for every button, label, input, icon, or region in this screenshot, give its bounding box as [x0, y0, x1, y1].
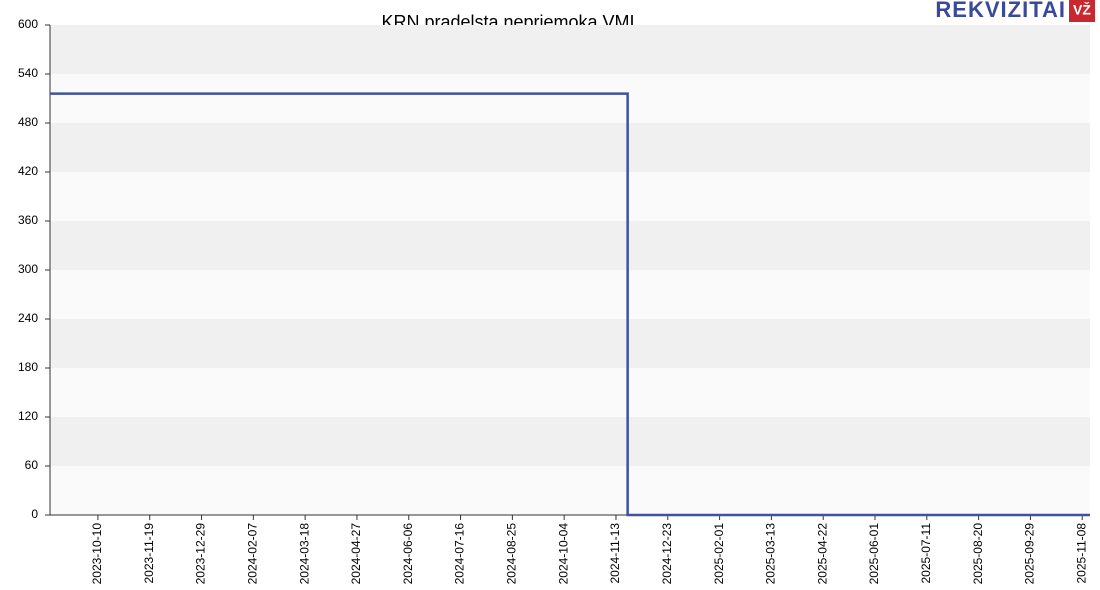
x-tick-label: 2023-11-19 [142, 523, 156, 584]
logo-badge: VŽ [1073, 1, 1091, 18]
x-tick-label: 2024-11-13 [608, 523, 622, 584]
y-tick-label: 240 [18, 311, 38, 325]
y-tick-label: 0 [31, 507, 38, 521]
x-tick-label: 2025-07-11 [919, 523, 933, 584]
grid-band [50, 319, 1090, 368]
y-tick-label: 180 [18, 360, 38, 374]
x-tick-label: 2025-02-01 [712, 523, 726, 585]
grid-band [50, 172, 1090, 221]
x-tick-label: 2024-04-27 [349, 523, 363, 585]
x-tick-label: 2025-08-20 [971, 523, 985, 585]
x-tick-label: 2025-03-13 [764, 523, 778, 585]
y-tick-label: 60 [25, 458, 39, 472]
x-tick-label: 2024-03-18 [297, 523, 311, 585]
grid-band [50, 270, 1090, 319]
x-tick-label: 2025-06-01 [867, 523, 881, 585]
x-tick-label: 2024-12-23 [660, 523, 674, 585]
x-tick-label: 2024-10-04 [556, 523, 570, 585]
grid-band [50, 74, 1090, 123]
x-tick-label: 2024-07-16 [453, 523, 467, 585]
grid-band [50, 466, 1090, 515]
x-tick-label: 2023-10-10 [90, 523, 104, 585]
data-line [50, 92, 1090, 517]
x-tick-label: 2024-02-07 [246, 523, 260, 585]
x-tick-label: 2025-09-29 [1023, 523, 1037, 585]
grid-band [50, 25, 1090, 74]
x-tick-label: 2024-08-25 [505, 523, 519, 585]
y-tick-label: 360 [18, 213, 38, 227]
x-tick-label: 2025-04-22 [815, 523, 829, 585]
y-tick-label: 120 [18, 409, 38, 423]
grid-band [50, 221, 1090, 270]
y-tick-label: 480 [18, 115, 38, 129]
y-tick-label: 420 [18, 164, 38, 178]
grid-band [50, 123, 1090, 172]
logo-badge-box [1069, 0, 1095, 22]
grid-band [50, 417, 1090, 466]
grid-band [50, 368, 1090, 417]
y-tick-label: 300 [18, 262, 38, 276]
y-tick-label: 540 [18, 66, 38, 80]
x-tick-label: 2023-12-29 [194, 523, 208, 585]
y-tick-label: 600 [18, 17, 38, 31]
x-tick-label: 2025-11-08 [1074, 523, 1088, 584]
logo-text: REKVIZITAI [935, 0, 1066, 22]
x-tick-label: 2024-06-06 [401, 523, 415, 585]
